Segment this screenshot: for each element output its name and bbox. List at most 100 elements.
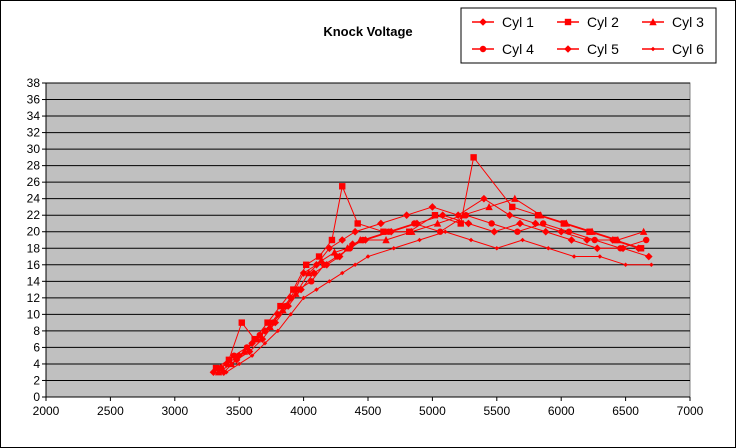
legend-item: Cyl 5 (557, 41, 619, 57)
data-point (299, 269, 308, 277)
data-point (214, 368, 223, 376)
data-point (597, 254, 603, 259)
y-tick-label: 14 (27, 274, 41, 288)
data-point (314, 287, 319, 292)
data-point (297, 285, 305, 294)
data-point (240, 347, 249, 355)
series-group (209, 154, 654, 377)
data-point (457, 220, 464, 227)
data-point (277, 302, 284, 310)
data-point (312, 260, 321, 269)
data-point (275, 328, 281, 334)
x-tick-label: 6500 (612, 404, 639, 418)
y-tick-label: 38 (27, 76, 41, 90)
x-tick-label: 3500 (226, 404, 253, 418)
data-point (468, 237, 474, 243)
legend-box (460, 7, 717, 64)
legend-item: Cyl 2 (557, 14, 619, 30)
y-tick-label: 18 (27, 241, 41, 255)
data-point (565, 228, 573, 235)
x-tick-label: 5000 (419, 404, 446, 418)
data-point (227, 359, 236, 368)
data-point (245, 347, 254, 356)
data-point (377, 219, 385, 228)
data-point (591, 236, 598, 244)
x-tick-label: 4000 (290, 404, 317, 418)
data-point (271, 318, 280, 327)
data-point (649, 262, 654, 268)
data-point (509, 203, 516, 211)
legend: Cyl 1 Cyl 2 Cyl 3 Cyl 4 Cyl 5 Cyl 6 (460, 7, 717, 64)
data-point (302, 261, 310, 268)
y-tick-label: 2 (33, 373, 40, 387)
data-point (262, 341, 268, 346)
data-point (322, 260, 331, 269)
data-point (494, 246, 500, 251)
data-point (236, 361, 242, 367)
data-point (488, 220, 495, 227)
data-point (301, 295, 306, 301)
legend-item: Cyl 3 (642, 14, 704, 30)
gridlines (46, 82, 690, 398)
data-point (402, 211, 411, 220)
data-point (328, 236, 336, 244)
data-point (619, 244, 627, 253)
data-point (462, 212, 470, 219)
data-point (593, 244, 602, 253)
x-tick-label: 2000 (33, 404, 60, 418)
data-point (438, 211, 447, 220)
data-point (335, 252, 344, 261)
y-tick-label: 36 (27, 93, 41, 107)
y-tick-label: 34 (27, 109, 41, 123)
x-tick-label: 3000 (161, 404, 188, 418)
legend-item: Cyl 4 (472, 41, 534, 57)
x-tick-label: 7000 (677, 404, 704, 418)
data-point (338, 236, 347, 244)
data-point (454, 211, 462, 220)
legend-marker (564, 18, 572, 26)
data-point (340, 270, 345, 276)
data-point (546, 246, 551, 251)
y-tick-label: 30 (27, 142, 41, 156)
data-point (288, 312, 293, 317)
data-point (351, 227, 359, 236)
data-point (264, 319, 271, 326)
legend-item: Cyl 1 (472, 14, 534, 30)
data-point (327, 279, 332, 284)
y-tick-label: 22 (27, 208, 41, 222)
data-point (224, 369, 229, 375)
data-point (428, 203, 437, 211)
data-point (382, 236, 390, 244)
data-point (443, 229, 448, 234)
data-point (248, 339, 256, 348)
legend-label: Cyl 4 (502, 41, 534, 57)
data-point (365, 254, 371, 259)
data-point (387, 227, 395, 236)
data-point (516, 219, 524, 228)
legend-marker (479, 45, 487, 53)
data-point (639, 227, 648, 235)
data-point (380, 228, 387, 235)
data-point (235, 351, 243, 360)
legend-label: Cyl 1 (502, 14, 534, 30)
data-point (485, 202, 493, 211)
data-point (391, 246, 396, 251)
data-point (511, 194, 519, 202)
data-point (614, 236, 622, 244)
legend-marker (479, 18, 487, 26)
series-2 (212, 154, 645, 372)
data-point (417, 237, 422, 243)
data-point (560, 220, 567, 227)
data-point (588, 227, 596, 235)
legend-label: Cyl 2 (587, 14, 619, 30)
data-point (339, 183, 346, 190)
data-point (290, 286, 297, 293)
data-point (266, 322, 274, 330)
data-point (534, 212, 542, 219)
x-tick-label: 5500 (483, 404, 510, 418)
data-point (637, 245, 645, 252)
data-point (348, 240, 357, 248)
x-tick-label: 2500 (97, 404, 124, 418)
